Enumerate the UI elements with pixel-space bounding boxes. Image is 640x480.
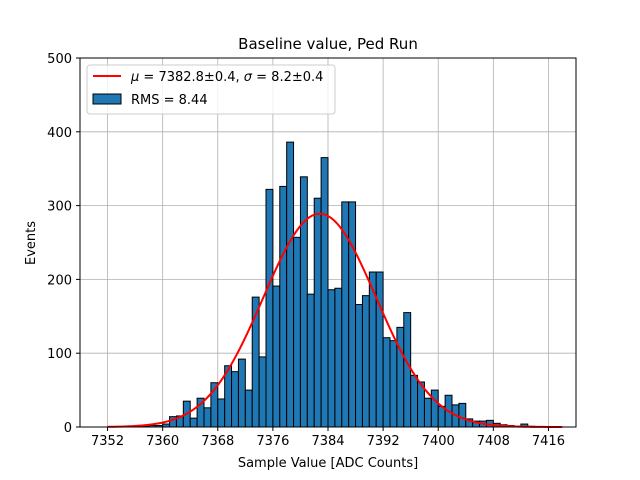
x-tick-label: 7360 (146, 434, 179, 449)
x-tick-label: 7368 (201, 434, 234, 449)
legend-fit-label: μ = 7382.8±0.4, σ = 8.2±0.4 (130, 70, 323, 85)
legend-hist-swatch (92, 93, 122, 105)
y-tick-label: 0 (64, 421, 72, 436)
histogram-bar (258, 356, 267, 428)
histogram-bar (396, 326, 405, 428)
histogram-bar (403, 312, 412, 428)
y-tick-label: 100 (47, 347, 72, 362)
histogram-bar (327, 289, 336, 428)
histogram-bar (389, 340, 398, 428)
gaussian-fit-line (107, 212, 563, 428)
x-tick-label: 7352 (91, 434, 124, 449)
histogram-bar (410, 374, 419, 428)
histogram-bar (334, 287, 343, 428)
histogram-bar (189, 417, 198, 428)
histogram-bar (306, 293, 315, 428)
histogram-bar (348, 201, 357, 428)
y-tick-label: 200 (47, 273, 72, 288)
histogram-bar (437, 405, 446, 428)
histogram-bar (320, 157, 329, 428)
y-axis-label: Events (24, 221, 39, 265)
histogram-bar (458, 402, 467, 428)
chart-title: Baseline value, Ped Run (238, 35, 418, 53)
x-tick-label: 7384 (311, 434, 344, 449)
legend-box (86, 64, 336, 115)
legend-hist-label: RMS = 8.44 (131, 93, 208, 108)
x-tick-label: 7376 (256, 434, 289, 449)
gaussian-fit (107, 212, 563, 428)
histogram-bars (141, 141, 536, 428)
histogram-bar (217, 398, 226, 428)
histogram-bar (299, 176, 308, 428)
histogram-bar (423, 397, 432, 428)
legend: μ = 7382.8±0.4, σ = 8.2±0.4 RMS = 8.44 (86, 64, 336, 115)
y-tick-label: 500 (47, 52, 72, 67)
histogram-bar (244, 389, 253, 428)
histogram-bar (382, 337, 391, 428)
histogram-bar (231, 371, 239, 428)
histogram-bar (293, 236, 301, 428)
histogram-bar (375, 271, 384, 428)
x-axis-label: Sample Value [ADC Counts] (238, 456, 418, 471)
x-tick-label: 7400 (422, 434, 455, 449)
y-tick-label: 300 (47, 200, 72, 215)
histogram-bar (355, 303, 363, 428)
histogram-bar (361, 295, 370, 428)
histogram-bar (430, 389, 439, 428)
histogram-bar (286, 141, 295, 428)
x-tick-label: 7392 (367, 434, 400, 449)
histogram-bar (237, 358, 246, 428)
histogram-bar (265, 188, 274, 428)
y-tick-label: 400 (47, 126, 72, 141)
histogram-bar (272, 285, 281, 428)
histogram-bar (203, 407, 212, 428)
histogram-bar (313, 197, 322, 428)
x-tick-label: 7408 (477, 434, 510, 449)
histogram-bar (279, 185, 288, 428)
x-tick-label: 7416 (532, 434, 565, 449)
axis-ticks: 7352 7360 7368 7376 7384 7392 7400 7408 7416 0 100… (47, 52, 565, 449)
